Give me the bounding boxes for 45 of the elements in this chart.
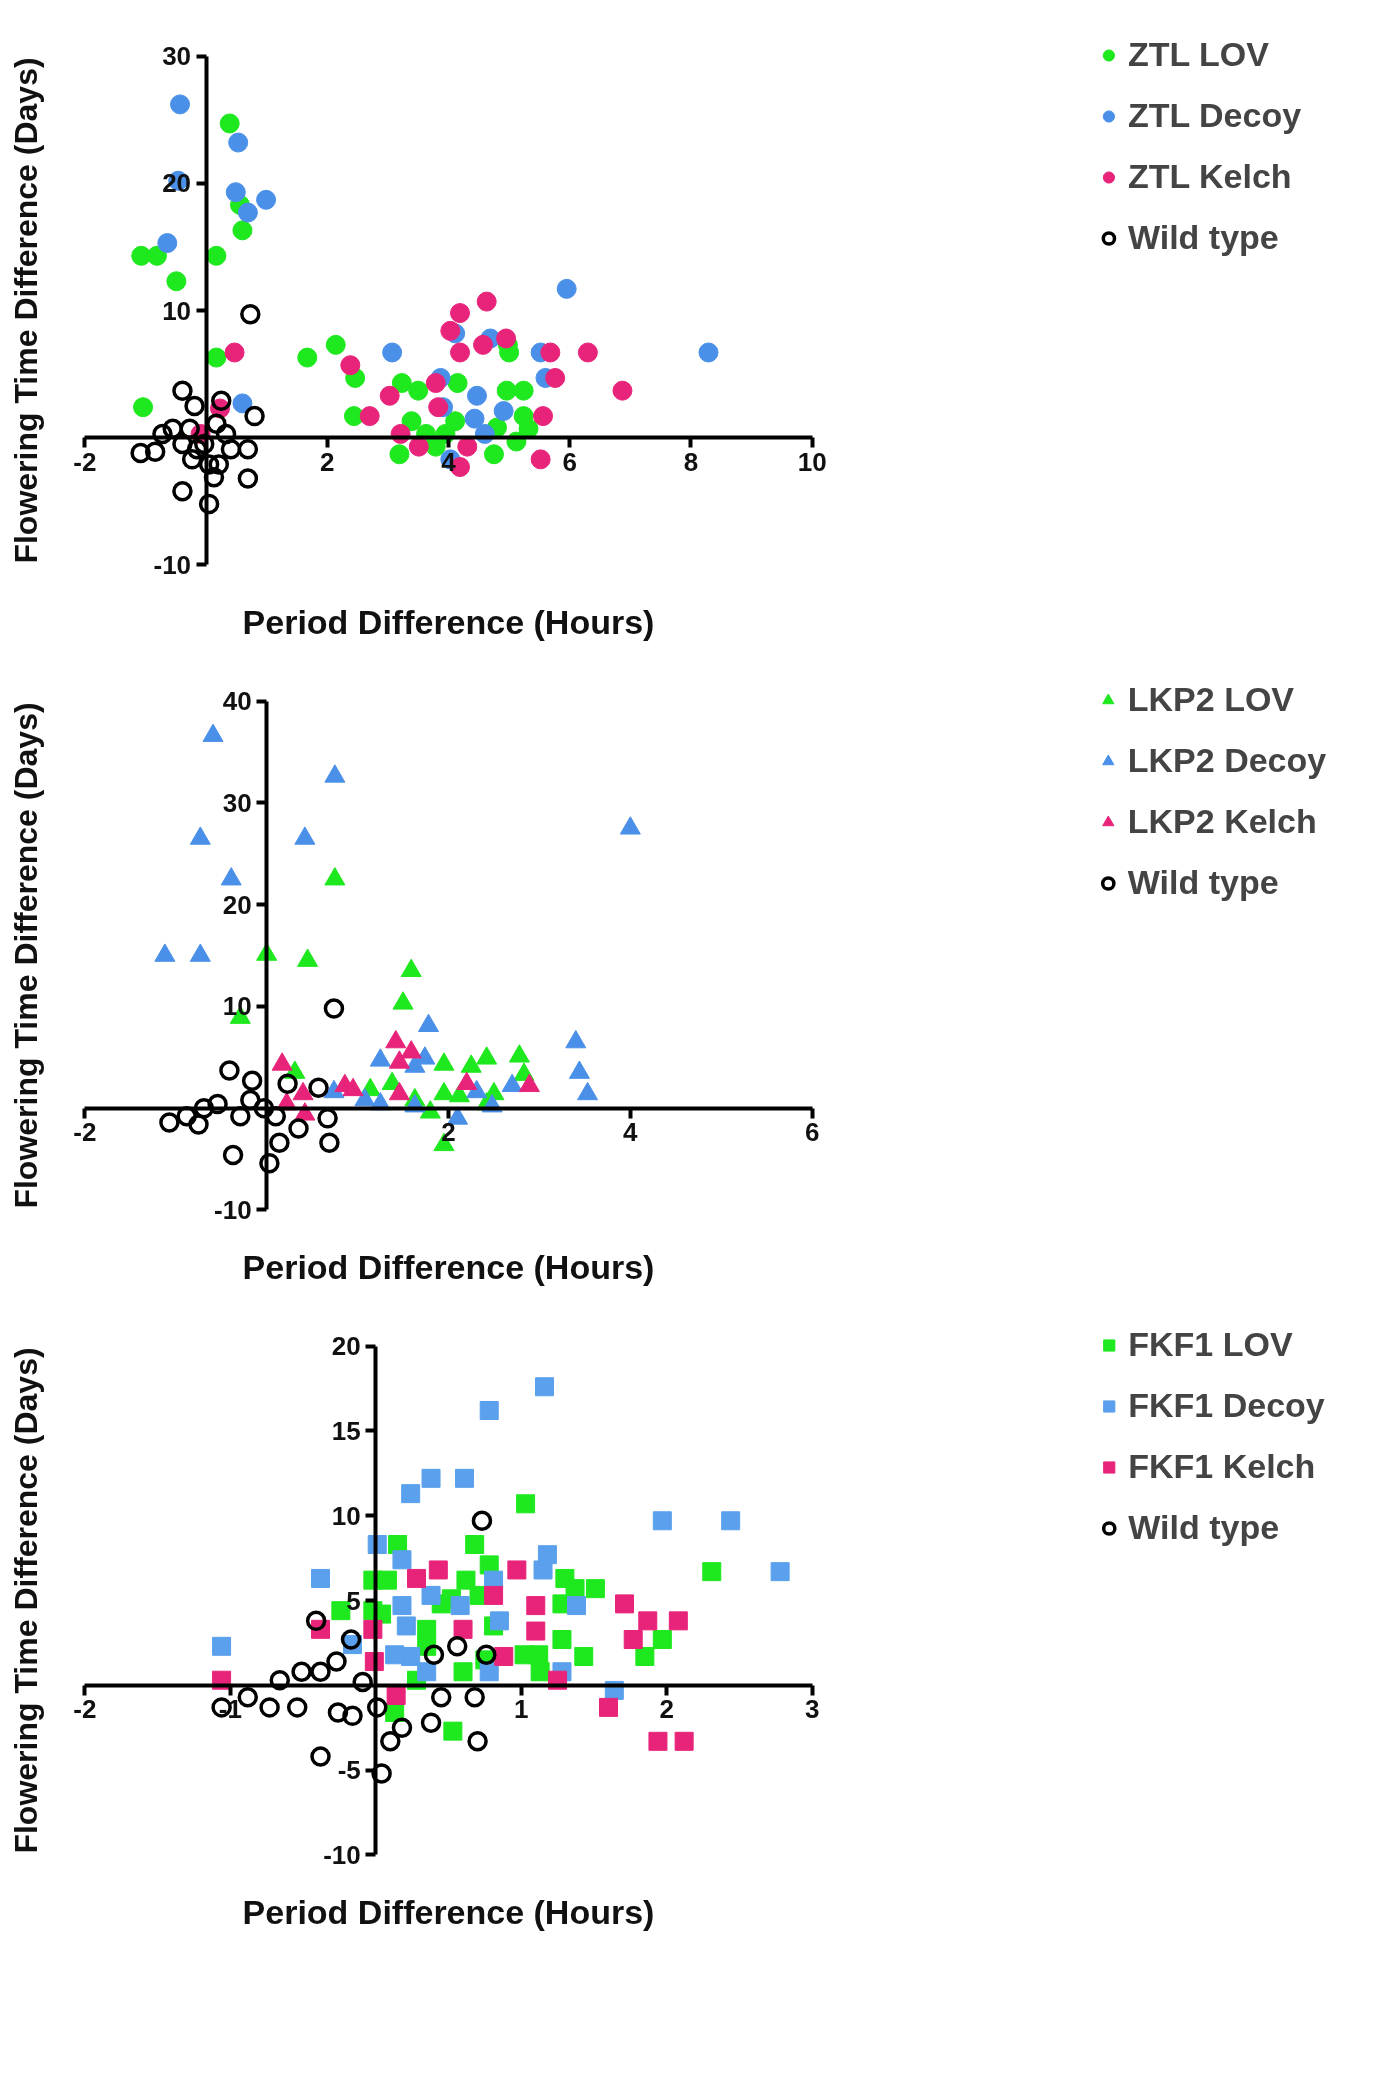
y-tick-label: 20	[331, 1331, 361, 1362]
y-tick-label: 5	[346, 1585, 361, 1616]
legend-label: ZTL Decoy	[1127, 96, 1302, 135]
x-tick-label: 2	[659, 1694, 674, 1725]
legend-label: FKF1 LOV	[1128, 1325, 1293, 1364]
y-tick-label: 10	[222, 991, 252, 1022]
x-axis-title: Period Difference (Hours)	[242, 1247, 655, 1286]
legend-label: FKF1 Decoy	[1128, 1386, 1325, 1425]
y-tick-label: 40	[222, 686, 252, 717]
x-tick-label: 6	[562, 446, 577, 477]
legend-label: ZTL LOV	[1127, 35, 1269, 74]
x-tick-label: 6	[804, 1117, 820, 1148]
x-tick-label: -2	[73, 446, 97, 477]
x-axis-title: Period Difference (Hours)	[242, 1892, 655, 1931]
legend-label: LKP2 LOV	[1127, 680, 1295, 719]
y-axis-title: Flowering Time Difference (Days)	[7, 702, 44, 1209]
legend-label: Wild type	[1127, 863, 1279, 902]
y-tick-label: 30	[222, 787, 252, 818]
x-tick-label: 2	[441, 1117, 456, 1148]
legend-label: Wild type	[1128, 1508, 1280, 1547]
legend-label: ZTL Kelch	[1127, 157, 1292, 196]
legend-label: Wild type	[1127, 218, 1279, 257]
x-tick-label: 8	[683, 446, 699, 477]
y-tick-label: 15	[331, 1415, 361, 1446]
y-tick-label: -5	[337, 1755, 361, 1786]
y-tick-label: -10	[153, 549, 192, 580]
y-tick-label: 10	[162, 295, 192, 326]
x-tick-label: 1	[514, 1694, 529, 1725]
x-tick-label: 4	[623, 1117, 639, 1148]
y-tick-label: 10	[331, 1500, 361, 1531]
x-axis-title: Period Difference (Hours)	[242, 602, 655, 641]
y-tick-label: -10	[214, 1194, 252, 1225]
legend-label: LKP2 Kelch	[1127, 802, 1317, 841]
x-tick-label: 2	[320, 446, 335, 477]
y-tick-label: 30	[162, 41, 192, 72]
y-axis-title: Flowering Time Difference (Days)	[7, 57, 44, 564]
y-tick-label: -10	[323, 1839, 361, 1870]
x-tick-label: -2	[73, 1117, 97, 1148]
y-tick-label: 20	[222, 889, 252, 920]
x-tick-label: -2	[73, 1694, 97, 1725]
legend-label: FKF1 Kelch	[1128, 1447, 1316, 1486]
legend-label: LKP2 Decoy	[1127, 741, 1327, 780]
x-tick-label: 3	[804, 1694, 820, 1725]
y-axis-title: Flowering Time Difference (Days)	[7, 1347, 44, 1854]
x-tick-label: 10	[797, 446, 827, 477]
